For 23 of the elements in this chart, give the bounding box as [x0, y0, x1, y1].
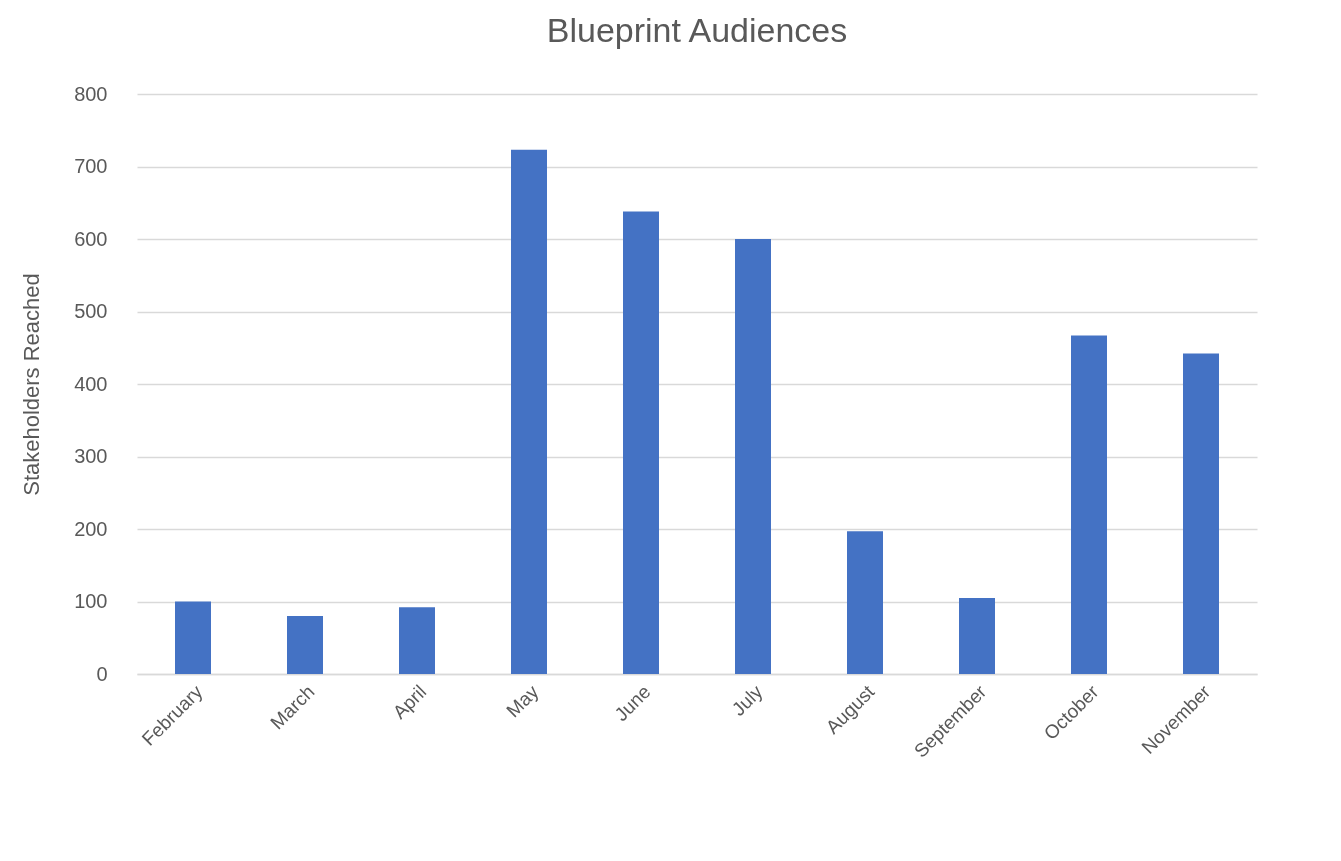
- bar: [735, 239, 771, 674]
- bar: [959, 597, 995, 674]
- bar: [623, 211, 659, 674]
- y-tick-label: 500: [74, 300, 108, 322]
- y-tick-label: 100: [74, 590, 108, 612]
- x-tick-label: July: [727, 680, 767, 720]
- y-axis-title: Stakeholders Reached: [19, 273, 45, 496]
- y-tick-label: 800: [74, 82, 108, 105]
- y-tick-label: 600: [74, 227, 108, 250]
- bar: [175, 601, 211, 674]
- bar: [1183, 353, 1219, 674]
- bar: [511, 149, 547, 674]
- bar: [1071, 335, 1107, 674]
- bar: [847, 531, 883, 674]
- y-tick-label: 200: [74, 517, 108, 540]
- y-tick-label: 0: [96, 662, 108, 685]
- bar: [287, 616, 323, 674]
- y-tick-label: 300: [74, 445, 108, 467]
- y-tick-label: 700: [74, 155, 108, 177]
- bar: [399, 607, 435, 674]
- y-tick-label: 400: [74, 372, 108, 395]
- chart-title: Blueprint Audiences: [546, 11, 848, 49]
- x-tick-label: May: [502, 680, 543, 722]
